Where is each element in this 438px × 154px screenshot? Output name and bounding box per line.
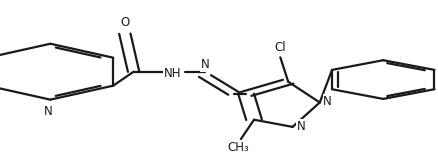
Text: NH: NH [164,67,182,80]
Text: Cl: Cl [275,41,286,54]
Text: N: N [297,120,306,133]
Text: CH₃: CH₃ [228,140,250,154]
Text: N: N [44,105,53,118]
Text: O: O [120,16,130,29]
Text: N: N [201,58,209,71]
Text: N: N [323,95,332,108]
